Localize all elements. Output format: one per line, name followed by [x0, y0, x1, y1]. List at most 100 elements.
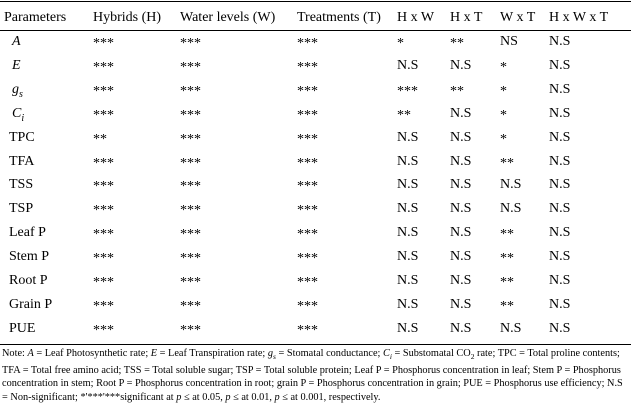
column-header: H x T [450, 10, 483, 25]
significance-cell: N.S [450, 321, 472, 336]
significance-cell: N.S [450, 201, 472, 216]
footnote-segment: = Stomatal conductance; [275, 348, 383, 359]
significance-cell: NS [500, 34, 518, 49]
top-rule [0, 1, 631, 2]
significance-cell: N.S [450, 249, 472, 264]
significance-cell: *** [180, 299, 201, 314]
footnote-segment: A [27, 348, 34, 359]
significance-cell: N.S [397, 201, 419, 216]
significance-cell: N.S [500, 177, 522, 192]
significance-cell: *** [180, 227, 201, 242]
significance-cell: * [397, 36, 404, 51]
parameter-name: E [12, 58, 21, 73]
column-header: Treatments (T) [297, 10, 381, 25]
parameter-cell: Grain P [9, 297, 52, 313]
footnote-subscript: 2 [470, 352, 475, 362]
significance-cell: N.S [549, 58, 571, 73]
significance-cell: N.S [549, 130, 571, 145]
significance-cell: N.S [397, 177, 419, 192]
significance-cell: ** [500, 156, 514, 171]
significance-cell: *** [180, 36, 201, 51]
significance-cell: N.S [549, 82, 571, 97]
significance-cell: *** [93, 203, 114, 218]
significance-cell: * [500, 108, 507, 123]
significance-cell: N.S [549, 297, 571, 312]
significance-cell: *** [297, 251, 318, 266]
significance-cell: *** [180, 84, 201, 99]
significance-cell: N.S [450, 225, 472, 240]
significance-cell: ** [397, 108, 411, 123]
column-header: Parameters [4, 10, 67, 25]
parameter-cell: gs [12, 82, 23, 103]
column-header: Water levels (W) [180, 10, 276, 25]
significance-cell: N.S [450, 154, 472, 169]
significance-cell: N.S [450, 177, 472, 192]
footnote-segment: = Leaf Photosynthetic rate; [33, 348, 151, 359]
significance-cell: *** [93, 179, 114, 194]
parameter-name: TSP [9, 201, 34, 216]
footnote-subscript: i [389, 352, 392, 362]
footnote-segment: ≤ at 0.05, [181, 391, 226, 403]
significance-cell: N.S [549, 177, 571, 192]
parameter-subscript: s [19, 88, 23, 100]
parameter-name: Leaf P [9, 225, 46, 240]
significance-cell: N.S [397, 297, 419, 312]
significance-cell: N.S [549, 249, 571, 264]
parameter-name: TSS [9, 177, 34, 192]
significance-cell: N.S [397, 130, 419, 145]
significance-cell: ** [93, 132, 107, 147]
significance-cell: N.S [397, 58, 419, 73]
significance-cell: *** [297, 84, 318, 99]
significance-cell: N.S [450, 58, 472, 73]
significance-cell: * [500, 132, 507, 147]
significance-cell: ** [500, 227, 514, 242]
significance-cell: *** [297, 132, 318, 147]
parameter-name: Stem P [9, 249, 50, 264]
parameter-name: A [12, 34, 21, 49]
column-header: H x W [397, 10, 435, 25]
parameter-cell: TPC [9, 130, 35, 146]
significance-cell: N.S [397, 225, 419, 240]
significance-cell: *** [180, 156, 201, 171]
header-rule [0, 30, 631, 31]
significance-cell: *** [297, 156, 318, 171]
significance-cell: *** [180, 60, 201, 75]
significance-cell: ** [500, 251, 514, 266]
parameter-cell: E [12, 58, 21, 74]
significance-cell: *** [180, 179, 201, 194]
significance-cell: N.S [549, 201, 571, 216]
significance-cell: *** [297, 275, 318, 290]
footnote-segment: p [225, 391, 231, 403]
column-header: H x W x T [549, 10, 609, 25]
significance-cell: N.S [549, 106, 571, 121]
parameter-cell: Ci [12, 106, 24, 127]
column-header: Hybrids (H) [93, 10, 162, 25]
footnote-segment: C [382, 348, 390, 359]
significance-cell: N.S [450, 273, 472, 288]
footnote-segment: ≤ at 0.01, [230, 391, 275, 403]
significance-cell: N.S [450, 106, 472, 121]
significance-cell: *** [93, 275, 114, 290]
significance-cell: *** [297, 323, 318, 338]
parameter-cell: Stem P [9, 249, 49, 265]
significance-cell: *** [93, 36, 114, 51]
footnote-segment: g [267, 348, 274, 359]
parameter-name: C [12, 106, 22, 121]
significance-cell: *** [297, 203, 318, 218]
significance-cell: *** [397, 84, 418, 99]
parameter-cell: TFA [9, 154, 34, 170]
significance-cell: N.S [549, 34, 571, 49]
footnote-segment: = Leaf Transpiration rate; [157, 348, 268, 359]
significance-cell: *** [297, 179, 318, 194]
column-header: W x T [500, 10, 536, 25]
bottom-rule [0, 344, 631, 345]
significance-cell: *** [297, 108, 318, 123]
significance-cell: *** [297, 299, 318, 314]
footnote-segment: p [274, 391, 280, 403]
significance-cell: *** [93, 156, 114, 171]
parameter-name: Grain P [9, 297, 53, 312]
significance-cell: ** [500, 275, 514, 290]
significance-cell: ** [500, 299, 514, 314]
significance-cell: *** [180, 108, 201, 123]
footnote-segment: E [150, 348, 158, 359]
